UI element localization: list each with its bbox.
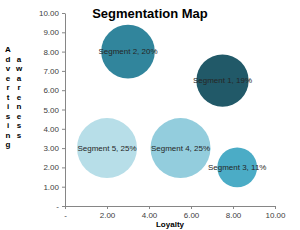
tick-label: - bbox=[56, 202, 59, 211]
bubble bbox=[151, 118, 211, 178]
title: Segmentation Map bbox=[92, 6, 208, 21]
bubble-label: Segment 3, 11% bbox=[208, 163, 267, 172]
tick-label: 1.00 bbox=[43, 183, 59, 192]
tick-label: 5.00 bbox=[43, 106, 59, 115]
tick: 9.00 bbox=[43, 28, 65, 37]
tick: 10.00 bbox=[39, 9, 65, 18]
tick-mark bbox=[62, 110, 65, 111]
tick-mark bbox=[62, 129, 65, 130]
tick-label: 4.00 bbox=[43, 125, 59, 134]
y-axis-label-letter: s bbox=[17, 121, 22, 130]
tick-label: 7.00 bbox=[43, 67, 59, 76]
tick: 10.00 bbox=[265, 206, 286, 220]
tick: 6.00 bbox=[184, 206, 200, 220]
tick-mark bbox=[62, 187, 65, 188]
y-axis-label-letter: A bbox=[5, 45, 11, 54]
tick-mark bbox=[62, 32, 65, 33]
tick: 4.00 bbox=[142, 206, 158, 220]
bubble-label: Segment 1, 19% bbox=[193, 76, 252, 85]
tick: 3.00 bbox=[43, 144, 65, 153]
bubble-labels: Segment 1, 19% Segment 2, 20% Segment 3, 1… bbox=[77, 47, 266, 172]
tick: 1.00 bbox=[43, 183, 65, 192]
tick: 2.00 bbox=[100, 206, 116, 220]
tick: - bbox=[56, 202, 65, 211]
tick-mark bbox=[62, 167, 65, 168]
axis-line bbox=[66, 206, 276, 207]
bubble-label: Segment 2, 20% bbox=[98, 47, 157, 56]
tick-label: 8.00 bbox=[43, 48, 59, 57]
tick: 2.00 bbox=[43, 163, 65, 172]
tick-label: 3.00 bbox=[43, 144, 59, 153]
tick-mark bbox=[62, 90, 65, 91]
tick-label: - bbox=[64, 211, 67, 220]
tick-label: 9.00 bbox=[43, 28, 59, 37]
y-axis-label-letter: r bbox=[17, 83, 20, 92]
tick-mark bbox=[62, 13, 65, 14]
y-axis-label-letter: i bbox=[7, 102, 9, 111]
tick-mark bbox=[275, 206, 276, 209]
tick-label: 2.00 bbox=[100, 211, 116, 220]
bubble bbox=[77, 118, 137, 178]
axis-line bbox=[65, 14, 66, 207]
plot-area: - 2.00 4.00 6.00 8.00 10.00 - 1.00 2.00 3.00 4.00 5… bbox=[39, 9, 286, 220]
tick: 6.00 bbox=[43, 86, 65, 95]
chart: - 2.00 4.00 6.00 8.00 10.00 - 1.00 2.00 3.00 4.00 5… bbox=[0, 0, 300, 230]
tick-mark bbox=[233, 206, 234, 209]
y-axis-label-letter: e bbox=[17, 112, 22, 121]
y-axis-label-letter: e bbox=[6, 74, 11, 83]
tick-label: 2.00 bbox=[43, 163, 59, 172]
tick-label: 4.00 bbox=[142, 211, 158, 220]
y-axis: - 1.00 2.00 3.00 4.00 5.00 6.00 7.00 8.00 9.00 10.… bbox=[39, 9, 66, 211]
x-axis: - 2.00 4.00 6.00 8.00 10.00 bbox=[64, 206, 286, 220]
tick-mark bbox=[149, 206, 150, 209]
tick: 8.00 bbox=[43, 48, 65, 57]
y-axis-label-letter: s bbox=[6, 112, 11, 121]
bubble-label: Segment 5, 25% bbox=[77, 144, 136, 153]
tick-label: 10.00 bbox=[39, 9, 60, 18]
tick-label: 6.00 bbox=[184, 211, 200, 220]
tick-label: 6.00 bbox=[43, 86, 59, 95]
y-axis-label-letter: g bbox=[6, 140, 11, 149]
tick-mark bbox=[62, 52, 65, 53]
y-axis-label: Advertisingawareness bbox=[5, 45, 23, 149]
tick-mark bbox=[107, 206, 108, 209]
tick: 7.00 bbox=[43, 67, 65, 76]
y-axis-label-letter: s bbox=[17, 131, 22, 140]
tick-mark bbox=[62, 206, 65, 207]
tick-label: 10.00 bbox=[265, 211, 286, 220]
x-axis-label: Loyalty bbox=[156, 220, 185, 229]
y-axis-label-letter: r bbox=[6, 83, 9, 92]
y-axis-label-letter: n bbox=[6, 131, 11, 140]
y-axis-label-letter: t bbox=[7, 93, 10, 102]
tick: 8.00 bbox=[226, 206, 242, 220]
y-axis-label-letter: a bbox=[17, 55, 22, 64]
y-axis-label-letter: e bbox=[17, 93, 22, 102]
y-axis-label-letter: v bbox=[6, 64, 11, 73]
bubble-label: Segment 4, 25% bbox=[151, 144, 210, 153]
y-axis-label-letter: d bbox=[6, 55, 11, 64]
tick-mark bbox=[62, 71, 65, 72]
y-axis-label-letter: w bbox=[15, 64, 23, 73]
tick-mark bbox=[191, 206, 192, 209]
y-axis-label-letter: i bbox=[7, 121, 9, 130]
tick-label: 8.00 bbox=[226, 211, 242, 220]
tick-mark bbox=[62, 148, 65, 149]
tick: 5.00 bbox=[43, 106, 65, 115]
y-axis-label-letter: n bbox=[17, 102, 22, 111]
y-axis-label-letter: a bbox=[17, 74, 22, 83]
tick: 4.00 bbox=[43, 125, 65, 134]
tick: - bbox=[64, 206, 67, 220]
